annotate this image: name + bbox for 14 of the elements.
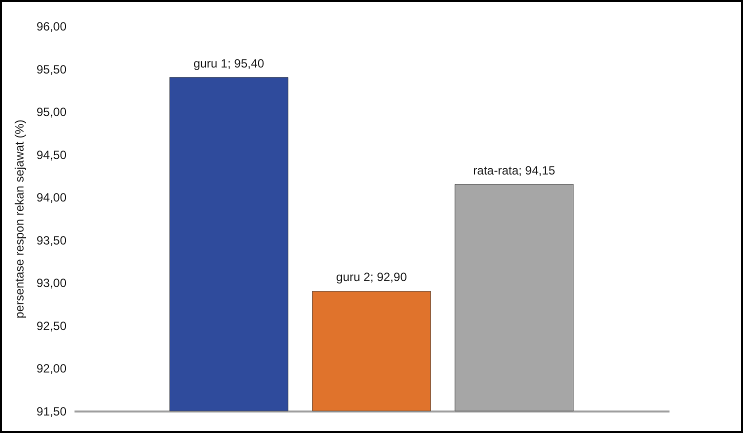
y-tick-label: 91,50 [36,404,67,418]
y-tick-label: 93,50 [36,233,67,248]
y-tick-label: 96,00 [36,20,67,34]
data-label: guru 1; 95,40 [193,56,264,70]
data-label: guru 2; 92,90 [336,270,408,284]
y-axis-title: persentase respon rekan sejawat (%) [12,120,26,318]
y-tick-label: 95,50 [36,62,67,76]
y-tick-label: 92,00 [36,362,67,376]
y-tick-label: 94,50 [36,148,67,162]
y-tick-label: 95,00 [36,105,67,120]
y-tick-label: 92,50 [36,318,67,333]
y-tick-label: 93,00 [36,276,67,290]
data-label: rata-rata; 94,15 [473,163,556,178]
y-tick-label: 94,00 [36,190,67,205]
